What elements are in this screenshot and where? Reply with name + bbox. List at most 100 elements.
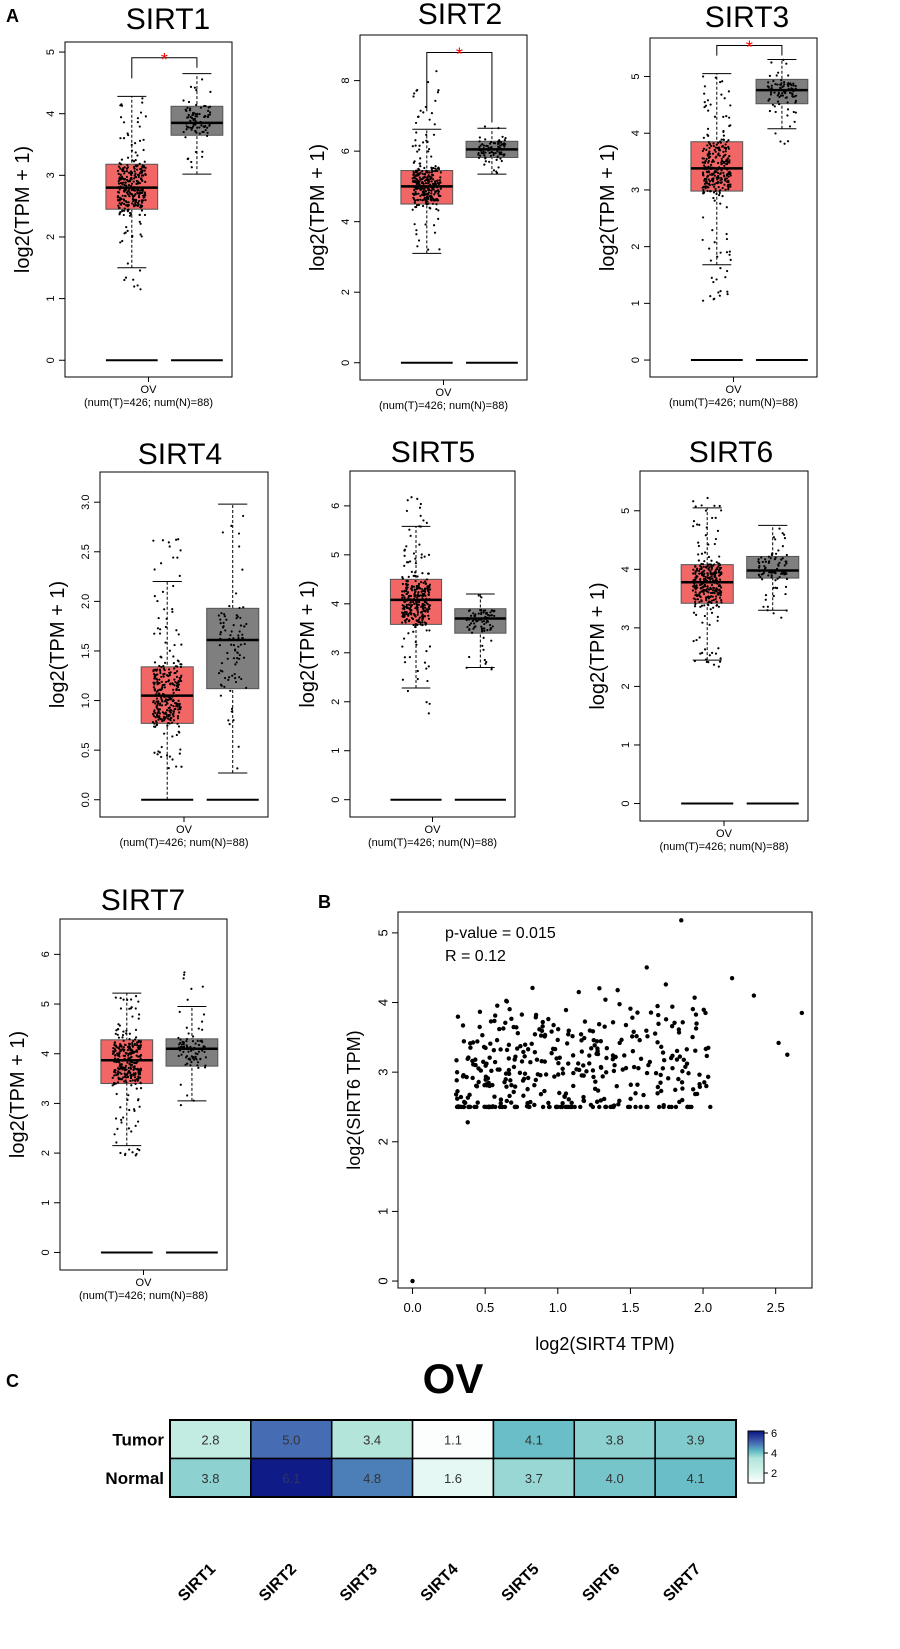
data-point [420, 556, 423, 559]
data-point [142, 195, 145, 199]
data-point [209, 90, 212, 94]
data-point [116, 1070, 120, 1073]
data-point [705, 579, 709, 582]
data-point [123, 1054, 127, 1057]
data-point [794, 99, 798, 102]
heatmap-cell [250, 1457, 333, 1498]
data-point [776, 100, 780, 103]
data-point [770, 571, 773, 574]
data-point [196, 1064, 199, 1067]
data-point [720, 601, 723, 604]
data-point [436, 197, 439, 201]
tumor-points [116, 97, 147, 291]
data-point [714, 187, 717, 191]
data-point [719, 657, 722, 660]
data-point [468, 628, 471, 631]
data-point [130, 1060, 134, 1064]
data-point [483, 629, 486, 633]
data-point [427, 591, 431, 594]
data-point [416, 497, 419, 500]
data-point [409, 606, 412, 610]
data-point [410, 603, 414, 607]
data-point [223, 685, 226, 688]
data-point [189, 121, 192, 124]
data-point [219, 633, 222, 636]
data-point [178, 688, 181, 692]
data-point [785, 1052, 790, 1057]
data-point [416, 611, 420, 614]
data-point [417, 239, 421, 242]
data-point [157, 692, 160, 695]
cell-value-label: 1.1 [444, 1432, 462, 1447]
data-point [762, 605, 765, 608]
y-tick-label: 5 [620, 508, 632, 514]
data-point [421, 172, 424, 175]
data-point [506, 1071, 512, 1077]
data-point [195, 121, 198, 124]
data-point [122, 181, 125, 184]
data-point [120, 1121, 123, 1124]
data-point [154, 716, 157, 719]
data-point [403, 554, 406, 557]
data-point [728, 159, 731, 162]
data-point [172, 699, 175, 702]
data-point [506, 1042, 512, 1048]
data-point [414, 557, 417, 560]
data-point [130, 184, 133, 188]
data-point [702, 590, 705, 594]
data-point [421, 619, 424, 622]
data-point [703, 583, 707, 586]
data-point [180, 765, 183, 768]
data-point [238, 676, 241, 679]
data-point [709, 259, 712, 262]
data-point [416, 593, 420, 596]
data-point [655, 1084, 661, 1090]
data-point [243, 642, 246, 646]
data-point [153, 661, 157, 664]
data-point [625, 1104, 631, 1110]
data-point [111, 1084, 114, 1087]
data-point [476, 1079, 481, 1085]
sample-count-label: (num(T)=426; num(N)=88) [79, 1290, 208, 1302]
data-point [716, 178, 719, 181]
data-point [727, 147, 730, 150]
data-point [164, 641, 167, 644]
data-point [421, 204, 425, 208]
data-point [134, 1124, 137, 1127]
data-point [139, 1081, 142, 1085]
data-point [479, 618, 483, 621]
data-point [784, 592, 787, 596]
data-point [710, 566, 714, 570]
data-point [118, 1024, 121, 1027]
data-point [721, 160, 724, 163]
data-point [631, 1029, 636, 1034]
data-point [707, 170, 710, 173]
data-point [577, 1067, 582, 1073]
data-point [219, 637, 222, 640]
data-point [710, 651, 714, 654]
data-point [237, 745, 240, 748]
data-point [711, 595, 714, 598]
x-category-label: OV [716, 828, 733, 840]
data-point [693, 659, 696, 663]
data-point [706, 496, 709, 500]
data-point [423, 555, 426, 558]
data-point [220, 661, 224, 665]
data-point [792, 84, 795, 87]
data-point [713, 542, 716, 546]
data-point [194, 1042, 197, 1045]
data-point [718, 568, 722, 571]
data-point [121, 1033, 125, 1037]
data-point [143, 160, 146, 163]
data-point [402, 613, 405, 616]
data-point [506, 1056, 511, 1061]
data-point [705, 596, 708, 599]
data-point [706, 99, 710, 102]
data-point [490, 627, 493, 630]
data-point [766, 609, 769, 612]
data-point [703, 92, 706, 95]
data-point [129, 1064, 133, 1067]
data-point [477, 618, 480, 622]
data-point [122, 213, 125, 217]
data-point [114, 1049, 117, 1052]
